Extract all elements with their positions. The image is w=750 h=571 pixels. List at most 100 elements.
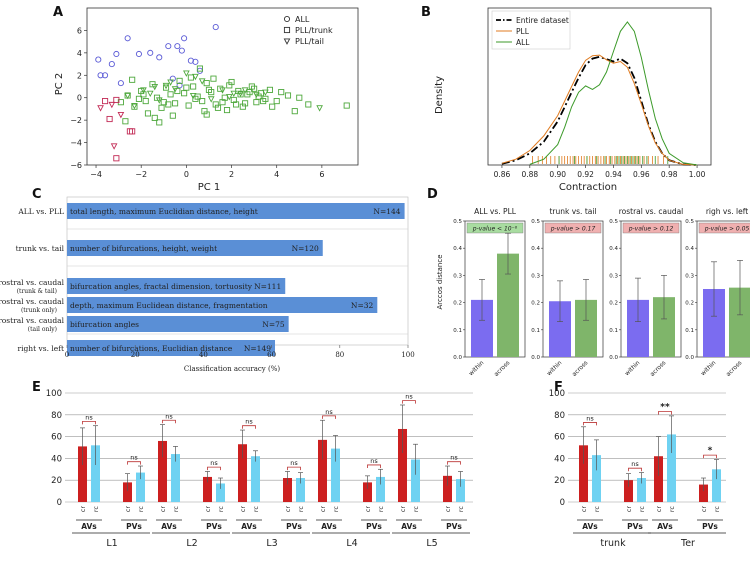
panel-d-pvalue-box [466,222,524,234]
panel-f-bar-label: rc [713,506,721,513]
panel-e-ytick-label: 40 [51,454,62,464]
panel-e-subgroup-label: PVs [206,522,222,531]
panel-f-bar [579,445,588,502]
panel-e-bar-label: rc [172,506,180,513]
panel-a-point [140,87,147,94]
panel-e-bar-label: rc [297,506,305,513]
panel-e-bar [123,482,132,502]
panel-e-sig-bracket [242,425,256,429]
panel-e-bar [216,483,225,502]
panel-a-point [203,80,210,87]
panel-a-point [165,101,172,108]
panel-f-bar-label: rc [668,506,676,513]
panel-d-bar [703,289,725,357]
panel-a-point [167,79,174,86]
panel-a-point [284,92,292,99]
panel-e-sig-label: ns [245,418,253,426]
panel-e-subgroup-label: PVs [366,522,382,531]
panel-f-sig-bracket [658,411,672,415]
panel-a-point [172,100,179,107]
panel-e-sig-bracket [287,466,301,471]
panel-b-ylabel: Density [434,76,445,114]
panel-e-bar-label: rc [412,506,420,513]
panel-c-bar-features: total length, maximum Euclidian distance… [70,207,258,216]
panel-e-subgroup-label: AVs [161,522,177,531]
panel-e-bar [363,482,372,502]
panel-a-point [192,95,199,102]
panel-c-category: ALL vs. PLL [17,207,64,216]
panel-a-point [162,82,170,90]
panel-a-point [142,98,149,105]
panel-a-point [207,96,215,103]
panel-b-xtick-label: 0.98 [661,170,678,179]
panel-d-ytick-label: 0.0 [609,355,618,361]
panel-a-scatter: −4 −2 0 2 4 6 −6 −4 −2 0 2 4 6 ALL PLL/trunk PLL/tail [70,7,359,179]
panel-e-bar-label: cr [159,506,167,513]
panel-c-bar [67,278,286,294]
panel-a-point [316,105,323,112]
panel-letter-f: F [554,380,563,395]
panel-d-ytick-label: 0.0 [453,355,462,361]
panel-d-category-label: within [624,359,642,377]
panel-d-ytick-label: 0.5 [685,219,694,225]
panel-a-point [283,15,291,23]
panel-d-pvalue-box [622,222,680,234]
panel-e-sig-label: ns [290,459,298,467]
panel-a-point [183,70,190,77]
panel-a-ytick-label: 0 [77,94,82,103]
panel-a-xtick-label: −2 [135,170,147,179]
panel-c-xtick-label: 20 [131,351,140,359]
panel-a-point [155,97,163,104]
panel-e-bar [136,472,145,502]
panel-d-pvalue-box [544,222,602,234]
panel-d-frame [696,220,750,358]
panel-a-ytick-label: −4 [70,139,82,148]
panel-e-bar [238,444,247,502]
panel-letter-a: A [53,5,63,20]
panel-a-point [102,72,109,79]
panel-a-point [192,58,199,65]
panel-a-point [176,77,183,84]
panel-e-bar [331,448,340,502]
panel-d-ytick-label: 0.0 [685,355,694,361]
panel-e-sig-bracket [162,419,176,424]
panel-a-point [135,95,142,102]
panel-f-ytick-label: 0 [560,498,565,508]
panel-a-point [198,78,206,85]
panel-e-subgroup-label: PVs [286,522,302,531]
panel-a-legend-label: ALL [295,15,310,24]
panel-c-bar-features: number of bifurcations, Euclidian distan… [70,344,233,353]
panel-e-sig-label: ns [370,457,378,465]
panel-e-bar-label: rc [137,506,145,513]
panel-a-point [203,111,210,118]
panel-d-ytick-label: 0.2 [453,301,462,307]
panel-d-bar [575,299,597,357]
panel-e-subgroup-label: AVs [241,522,257,531]
panel-a-point [225,94,233,101]
panel-c-bar [67,240,323,256]
panel-f-bar-label: cr [700,506,708,513]
panel-a-point [242,100,249,107]
panel-d-ytick-label: 0.4 [531,246,540,252]
panel-f-bar-label: rc [593,506,601,513]
panel-e-bar-label: rc [252,506,260,513]
panel-a-point [190,83,197,90]
panel-b-xtick-label: 0.92 [577,170,594,179]
panel-e-sig-bracket [207,466,221,471]
panel-d-ytick-label: 0.2 [685,301,694,307]
panel-e-sig-label: ns [130,454,138,462]
panel-a-point [146,90,154,98]
panel-a-xtick-label: −4 [90,170,102,179]
panel-c-xtick-label: 60 [267,351,276,359]
panel-f-subgroup-label: PVs [627,522,643,531]
panel-e-bar [251,456,260,502]
panel-d-pvalue: p-value > 0.12 [628,226,674,233]
panel-d-bar [497,253,519,357]
panel-c-xtick-label: 40 [199,351,208,359]
panel-a-ytick-label: −6 [70,161,82,170]
panel-a-point [189,92,197,100]
panel-a-point [199,98,206,105]
panel-e-bar [456,479,465,502]
panel-e-bar-label: rc [377,506,385,513]
